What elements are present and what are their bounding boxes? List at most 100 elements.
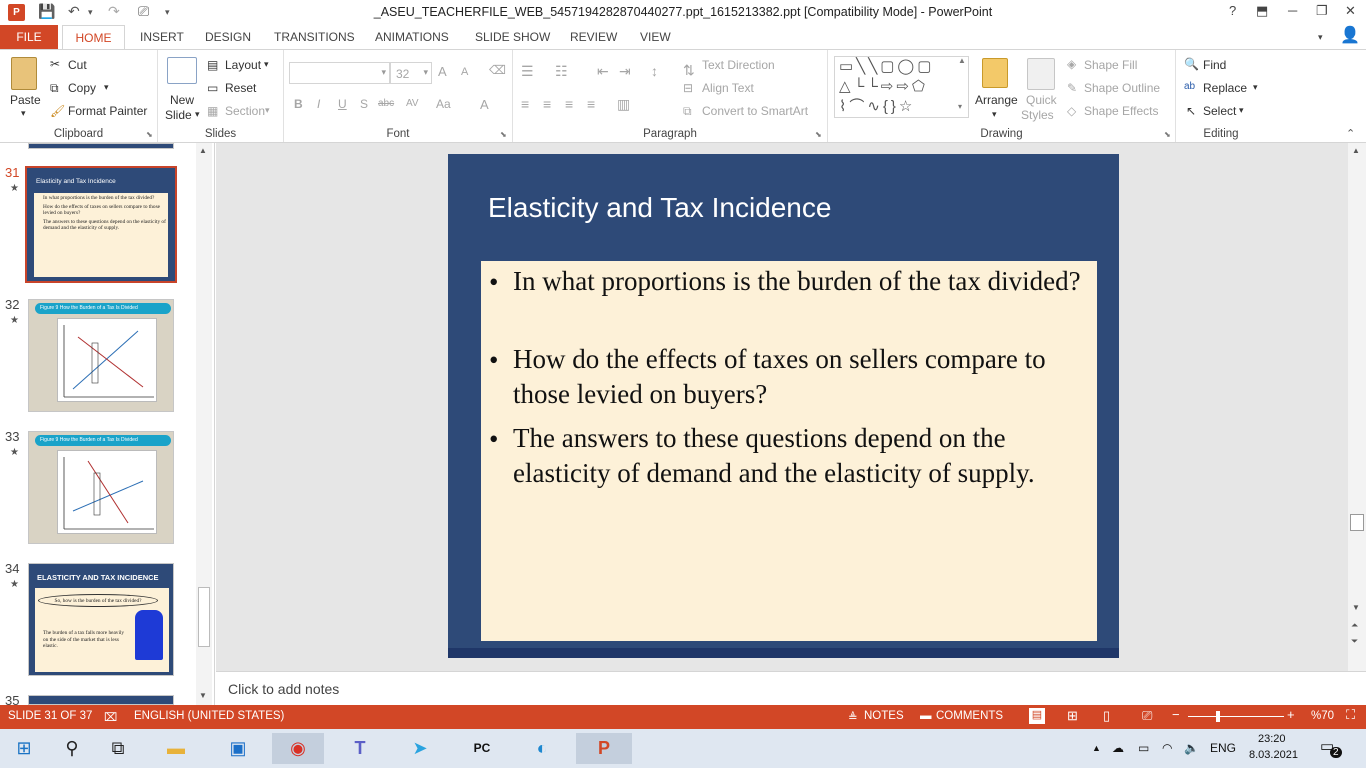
zoom-slider-thumb[interactable] — [1216, 711, 1220, 722]
battery-icon[interactable]: ▭ — [1138, 741, 1150, 755]
format-painter-button[interactable]: Format Painter — [68, 104, 148, 118]
reading-view-icon[interactable]: ▯ — [1103, 708, 1111, 723]
arrange-button[interactable]: Arrange — [975, 93, 1018, 107]
strikethrough-button[interactable]: abc — [378, 98, 395, 109]
thumbnail-35-partial[interactable] — [28, 695, 174, 705]
close-button[interactable]: ✕ — [1345, 3, 1356, 18]
tab-design[interactable]: DESIGN — [205, 30, 252, 44]
cut-icon[interactable]: ✂ — [50, 57, 61, 71]
replace-dropdown-icon[interactable]: ▾ — [1253, 82, 1258, 92]
notes-placeholder[interactable]: Click to add notes — [228, 681, 340, 697]
scroll-down-icon[interactable]: ▼ — [199, 691, 207, 700]
tab-home[interactable]: HOME — [62, 25, 125, 50]
find-button[interactable]: Find — [1203, 58, 1227, 72]
layout-dropdown-icon[interactable]: ▾ — [264, 59, 269, 69]
tab-view[interactable]: VIEW — [640, 30, 671, 44]
replace-icon[interactable]: ab — [1184, 81, 1196, 92]
paste-icon[interactable] — [11, 57, 37, 90]
layout-button[interactable]: Layout — [225, 58, 262, 72]
tab-file[interactable]: FILE — [0, 25, 58, 49]
zoom-level[interactable]: %70 — [1311, 710, 1335, 722]
slide-body-placeholder[interactable]: • In what proportions is the burden of t… — [481, 261, 1097, 641]
format-painter-icon[interactable]: 🖌 — [50, 104, 66, 118]
normal-view-icon[interactable]: ▤ — [1029, 708, 1045, 724]
shadow-button[interactable]: S — [360, 97, 369, 111]
volume-icon[interactable]: 🔈 — [1184, 741, 1199, 755]
justify-icon[interactable]: ≡ — [587, 96, 596, 112]
underline-button[interactable]: U — [338, 97, 347, 111]
grow-font-button[interactable]: A — [438, 64, 447, 79]
tab-transitions[interactable]: TRANSITIONS — [274, 30, 355, 44]
layout-icon[interactable]: ▤ — [207, 58, 219, 72]
new-slide-icon[interactable] — [167, 57, 197, 84]
fit-slide-icon[interactable]: ⛶ — [1346, 707, 1356, 722]
clear-formatting-icon[interactable]: ⌫ — [489, 63, 506, 77]
columns-icon[interactable]: ▥ — [617, 96, 631, 112]
clock-time[interactable]: 23:20 — [1258, 733, 1286, 745]
shape-fill-button[interactable]: Shape Fill — [1084, 58, 1138, 72]
convert-smartart-button[interactable]: Convert to SmartArt — [702, 104, 809, 118]
copy-dropdown-icon[interactable]: ▾ — [104, 82, 109, 92]
tab-animations[interactable]: ANIMATIONS — [375, 30, 449, 44]
shape-outline-icon[interactable]: ✎ — [1067, 81, 1078, 95]
comments-icon[interactable]: ▬ — [920, 710, 932, 722]
chrome-icon[interactable]: ◉ — [272, 733, 324, 764]
save-icon[interactable]: 💾 — [38, 3, 56, 19]
slideshow-view-icon[interactable]: ⎚ — [1142, 708, 1153, 723]
slide-bullet[interactable]: The answers to these questions depend on… — [513, 423, 1035, 488]
slide-sorter-icon[interactable]: ⊞ — [1067, 708, 1078, 723]
text-direction-icon[interactable]: ⇅ — [683, 62, 695, 78]
wifi-icon[interactable]: ◠ — [1162, 741, 1173, 755]
current-slide[interactable]: Elasticity and Tax Incidence • In what p… — [448, 154, 1119, 658]
increase-indent-icon[interactable]: ⇥ — [619, 63, 631, 79]
zoom-out-icon[interactable]: − — [1172, 707, 1180, 722]
line-spacing-icon[interactable]: ↕ — [651, 63, 658, 79]
search-icon[interactable]: ⚲ — [65, 738, 79, 758]
restore-button[interactable]: ❐ — [1316, 3, 1328, 18]
shape-outline-button[interactable]: Shape Outline — [1084, 81, 1161, 95]
font-name-dropdown-icon[interactable]: ▾ — [381, 67, 386, 77]
align-left-icon[interactable]: ≡ — [521, 96, 530, 112]
font-launcher-icon[interactable]: ⬊ — [500, 130, 507, 139]
tab-slide-show[interactable]: SLIDE SHOW — [475, 30, 551, 44]
character-spacing-button[interactable]: AV — [406, 98, 419, 109]
start-slideshow-icon[interactable]: ⎚ — [138, 3, 150, 19]
quick-styles-button-line2[interactable]: Styles — [1021, 108, 1054, 122]
editor-scroll-thumb[interactable] — [1350, 514, 1364, 531]
slide-bullet[interactable]: How do the effects of taxes on sellers c… — [513, 344, 1046, 409]
shape-effects-icon[interactable]: ◇ — [1067, 104, 1077, 118]
select-button[interactable]: Select — [1203, 104, 1237, 118]
italic-button[interactable]: I — [317, 97, 321, 111]
text-direction-button[interactable]: Text Direction — [702, 58, 775, 72]
file-explorer-icon[interactable]: ▬ — [167, 738, 185, 758]
telegram-icon[interactable]: ➤ — [412, 738, 428, 758]
thumbnail-scrollbar[interactable]: ▲ ▼ — [196, 143, 212, 705]
change-case-button[interactable]: Aa — [436, 97, 451, 111]
align-text-icon[interactable]: ⊟ — [683, 81, 694, 95]
cut-button[interactable]: Cut — [68, 58, 87, 72]
undo-dropdown-icon[interactable]: ▾ — [88, 7, 93, 17]
app-icon[interactable]: ▣ — [229, 738, 247, 758]
teams-icon[interactable]: T — [354, 738, 366, 758]
shapes-more-icon[interactable]: ▾ — [958, 102, 963, 111]
user-icon[interactable]: 👤 — [1340, 27, 1360, 44]
scroll-down-icon[interactable]: ▼ — [1352, 603, 1360, 612]
font-size-input[interactable]: 32 ▾ — [390, 62, 432, 84]
shape-fill-icon[interactable]: ◈ — [1067, 57, 1077, 71]
undo-icon[interactable]: ↶ — [68, 3, 80, 19]
clock-date[interactable]: 8.03.2021 — [1249, 749, 1298, 761]
align-text-button[interactable]: Align Text — [702, 81, 754, 95]
tab-insert[interactable]: INSERT — [140, 30, 184, 44]
new-slide-button-line2[interactable]: Slide — [165, 108, 192, 122]
task-view-icon[interactable]: ⧉ — [111, 738, 125, 758]
ribbon-display-icon[interactable]: ⬒ — [1256, 3, 1269, 18]
notes-icon[interactable]: ≜ — [848, 712, 858, 724]
bullets-icon[interactable]: ☰ — [521, 63, 534, 79]
shapes-scroll-up-icon[interactable]: ▲ — [958, 56, 966, 65]
scroll-up-icon[interactable]: ▲ — [1352, 146, 1360, 155]
paragraph-launcher-icon[interactable]: ⬊ — [815, 130, 822, 139]
replace-button[interactable]: Replace — [1203, 81, 1248, 95]
section-dropdown-icon[interactable]: ▾ — [265, 105, 270, 115]
shapes-gallery[interactable]: ▭╲╲▢◯▢ △└└⇨⇨⬠ ⌇⌒∿{}☆ — [834, 56, 969, 118]
new-slide-button[interactable]: New — [170, 93, 195, 107]
